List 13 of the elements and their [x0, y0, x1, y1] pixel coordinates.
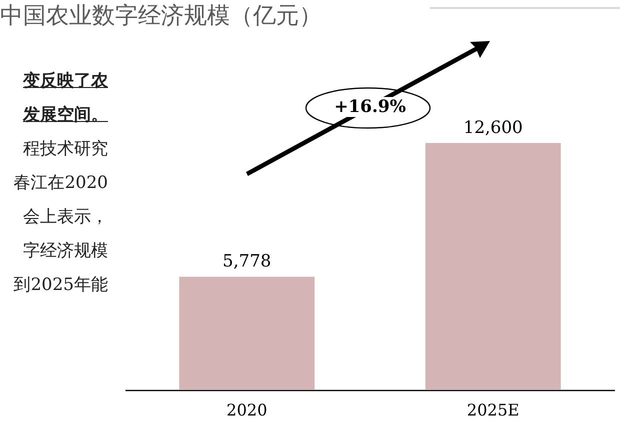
text: 发展空间。	[22, 104, 108, 127]
text: 程技术研究	[22, 138, 108, 161]
text: 字经济规模	[22, 240, 108, 263]
text: +16.9%	[333, 97, 407, 117]
x-tick-label: 2020	[226, 400, 268, 420]
x-tick-label: 2025E	[466, 400, 520, 420]
data-label: 5,778	[222, 252, 272, 272]
text: 春江在2020	[12, 172, 108, 195]
text: 变反映了农	[22, 70, 108, 93]
text: 到2025年能	[12, 274, 108, 297]
chart-title: 中国农业数字经济规模（亿元）	[0, 2, 322, 31]
text: 会上表示，	[22, 206, 108, 229]
data-label: 12,600	[463, 118, 523, 138]
